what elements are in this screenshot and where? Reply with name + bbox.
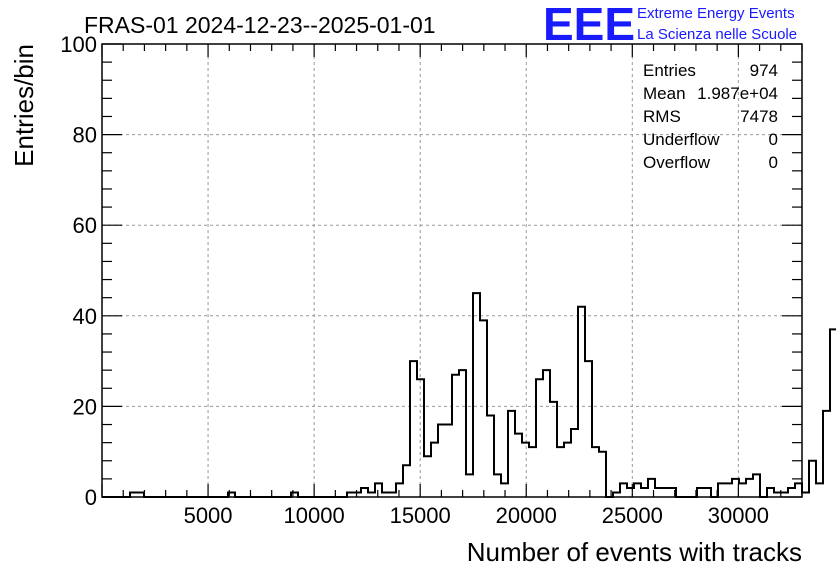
histogram-bin [704,488,711,497]
histogram-bin [417,379,424,497]
stats-label: Overflow [643,153,711,172]
histogram-bin [830,329,836,497]
histogram-bin [802,492,809,497]
histogram-bin [508,411,515,497]
histogram-bin [438,425,445,497]
x-tick-label: 10000 [284,503,345,528]
x-tick-label: 25000 [602,503,663,528]
stats-label: Underflow [643,130,720,149]
axis-ticks [101,43,803,498]
stats-label: RMS [643,107,681,126]
histogram-bin [823,411,830,497]
stats-value: 7478 [740,107,778,126]
x-tick-label: 5000 [184,503,233,528]
histogram-bin [739,483,746,497]
histogram-bin [522,443,529,497]
x-tick-label: 20000 [496,503,557,528]
histogram-bin [795,483,802,497]
histogram-bin [431,443,438,497]
histogram-bin [592,447,599,497]
histogram-bin [571,429,578,497]
histogram-bin [620,483,627,497]
histogram-bin [816,483,823,497]
y-tick-label: 40 [73,304,97,329]
histogram-bin [746,479,753,497]
histogram-bin [487,415,494,497]
histogram-bin [564,443,571,497]
histogram-bin [452,375,459,497]
histogram-bin [753,474,760,497]
histogram-bin [494,474,501,497]
histogram-bin [662,488,669,497]
y-tick-label: 0 [85,485,97,510]
x-tick-label: 30000 [708,503,769,528]
histogram-bin [655,488,662,497]
histogram-bin [445,425,452,497]
x-axis-title: Number of events with tracks [467,537,802,567]
histogram-bin [515,434,522,497]
y-axis-title: Entries/bin [9,44,39,167]
stats-label: Entries [643,61,696,80]
plot-frame [101,43,803,498]
x-tick-label: 15000 [390,503,451,528]
histogram-bin [543,370,550,497]
histogram-bin [578,307,585,497]
histogram-bin [529,447,536,497]
histogram-bin [403,465,410,497]
y-axis-tick-labels: 0 20 40 60 80 100 [60,32,97,510]
histogram-bin [480,320,487,497]
chart-title: FRAS-01 2024-12-23--2025-01-01 [84,12,436,38]
histogram-bin [809,461,816,497]
eee-logo: EEE Extreme Energy Events La Scienza nel… [543,0,797,50]
y-tick-label: 60 [73,213,97,238]
histogram-bin [641,488,648,497]
histogram-series [102,43,836,498]
histogram-bin [375,483,382,497]
stats-value: 1.987e+04 [697,84,778,103]
histogram-bin [557,447,564,497]
histogram-bin [718,483,725,497]
y-tick-label: 100 [60,32,97,57]
histogram-bin [473,293,480,497]
histogram-bin [788,488,795,497]
histogram-bin [536,379,543,497]
histogram-bin [627,488,634,497]
histogram-bin [634,483,641,497]
histogram-bin [459,370,466,497]
histogram-bin [725,483,732,497]
histogram-bin [585,361,592,497]
histogram-bin [550,402,557,497]
histogram-bin [410,361,417,497]
eee-logo-mark: EEE [543,0,635,50]
stats-value: 0 [769,153,778,172]
stats-label: Mean [643,84,686,103]
histogram-bin [424,456,431,497]
logo-line-1: Extreme Energy Events [637,5,795,22]
stats-value: 0 [769,130,778,149]
histogram-outline [102,43,836,498]
histogram-bin [466,474,473,497]
histogram-bin [697,488,704,497]
logo-line-2: La Scienza nelle Scuole [637,26,797,43]
histogram-bin [599,452,606,497]
histogram-bin [767,488,774,497]
y-tick-label: 20 [73,394,97,419]
y-tick-label: 80 [73,123,97,148]
x-axis-tick-labels: 5000 10000 15000 20000 25000 30000 [184,503,769,528]
stats-value: 974 [750,61,778,80]
statistics-box: Entries 974 Mean 1.987e+04 RMS 7478 Underflow 0… [643,61,778,172]
histogram-bin [361,488,368,497]
